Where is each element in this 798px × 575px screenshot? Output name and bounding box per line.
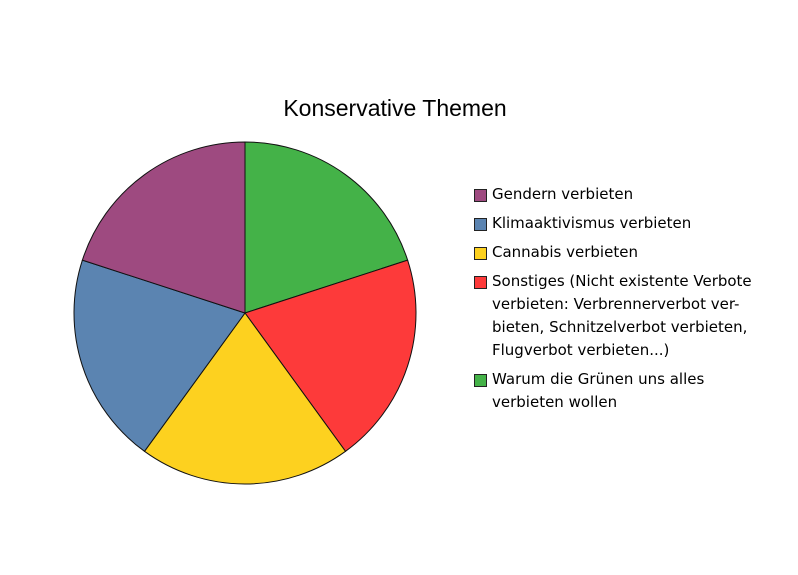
legend-item: Gendern verbieten [474,183,774,206]
legend-label: Klimaaktivismus verbieten [492,214,692,232]
legend-swatch [474,374,487,387]
legend-label: Warum die Grünen uns alles verbieten wol… [492,370,705,411]
pie-slice [81,141,246,314]
legend: Gendern verbieten Klimaaktivismus verbie… [474,183,774,420]
legend-item: Cannabis verbieten [474,241,774,264]
legend-swatch [474,218,487,231]
legend-swatch [474,276,487,289]
legend-item: Klimaaktivismus verbieten [474,212,774,235]
legend-label: Cannabis verbieten [492,243,638,261]
legend-item: Warum die Grünen uns alles verbieten wol… [474,368,774,414]
legend-label: Gendern verbieten [492,185,634,203]
pie-slice [143,312,347,485]
chart-title: Konservative Themen [283,95,507,121]
pie-slice [244,259,417,453]
legend-item: Sonstiges (Nicht existente Verbote verbi… [474,270,774,362]
pie-slice [244,141,409,314]
pie-slice [73,259,246,453]
legend-swatch [474,247,487,260]
legend-label: Sonstiges (Nicht existente Verbote verbi… [492,272,752,359]
legend-swatch [474,189,487,202]
